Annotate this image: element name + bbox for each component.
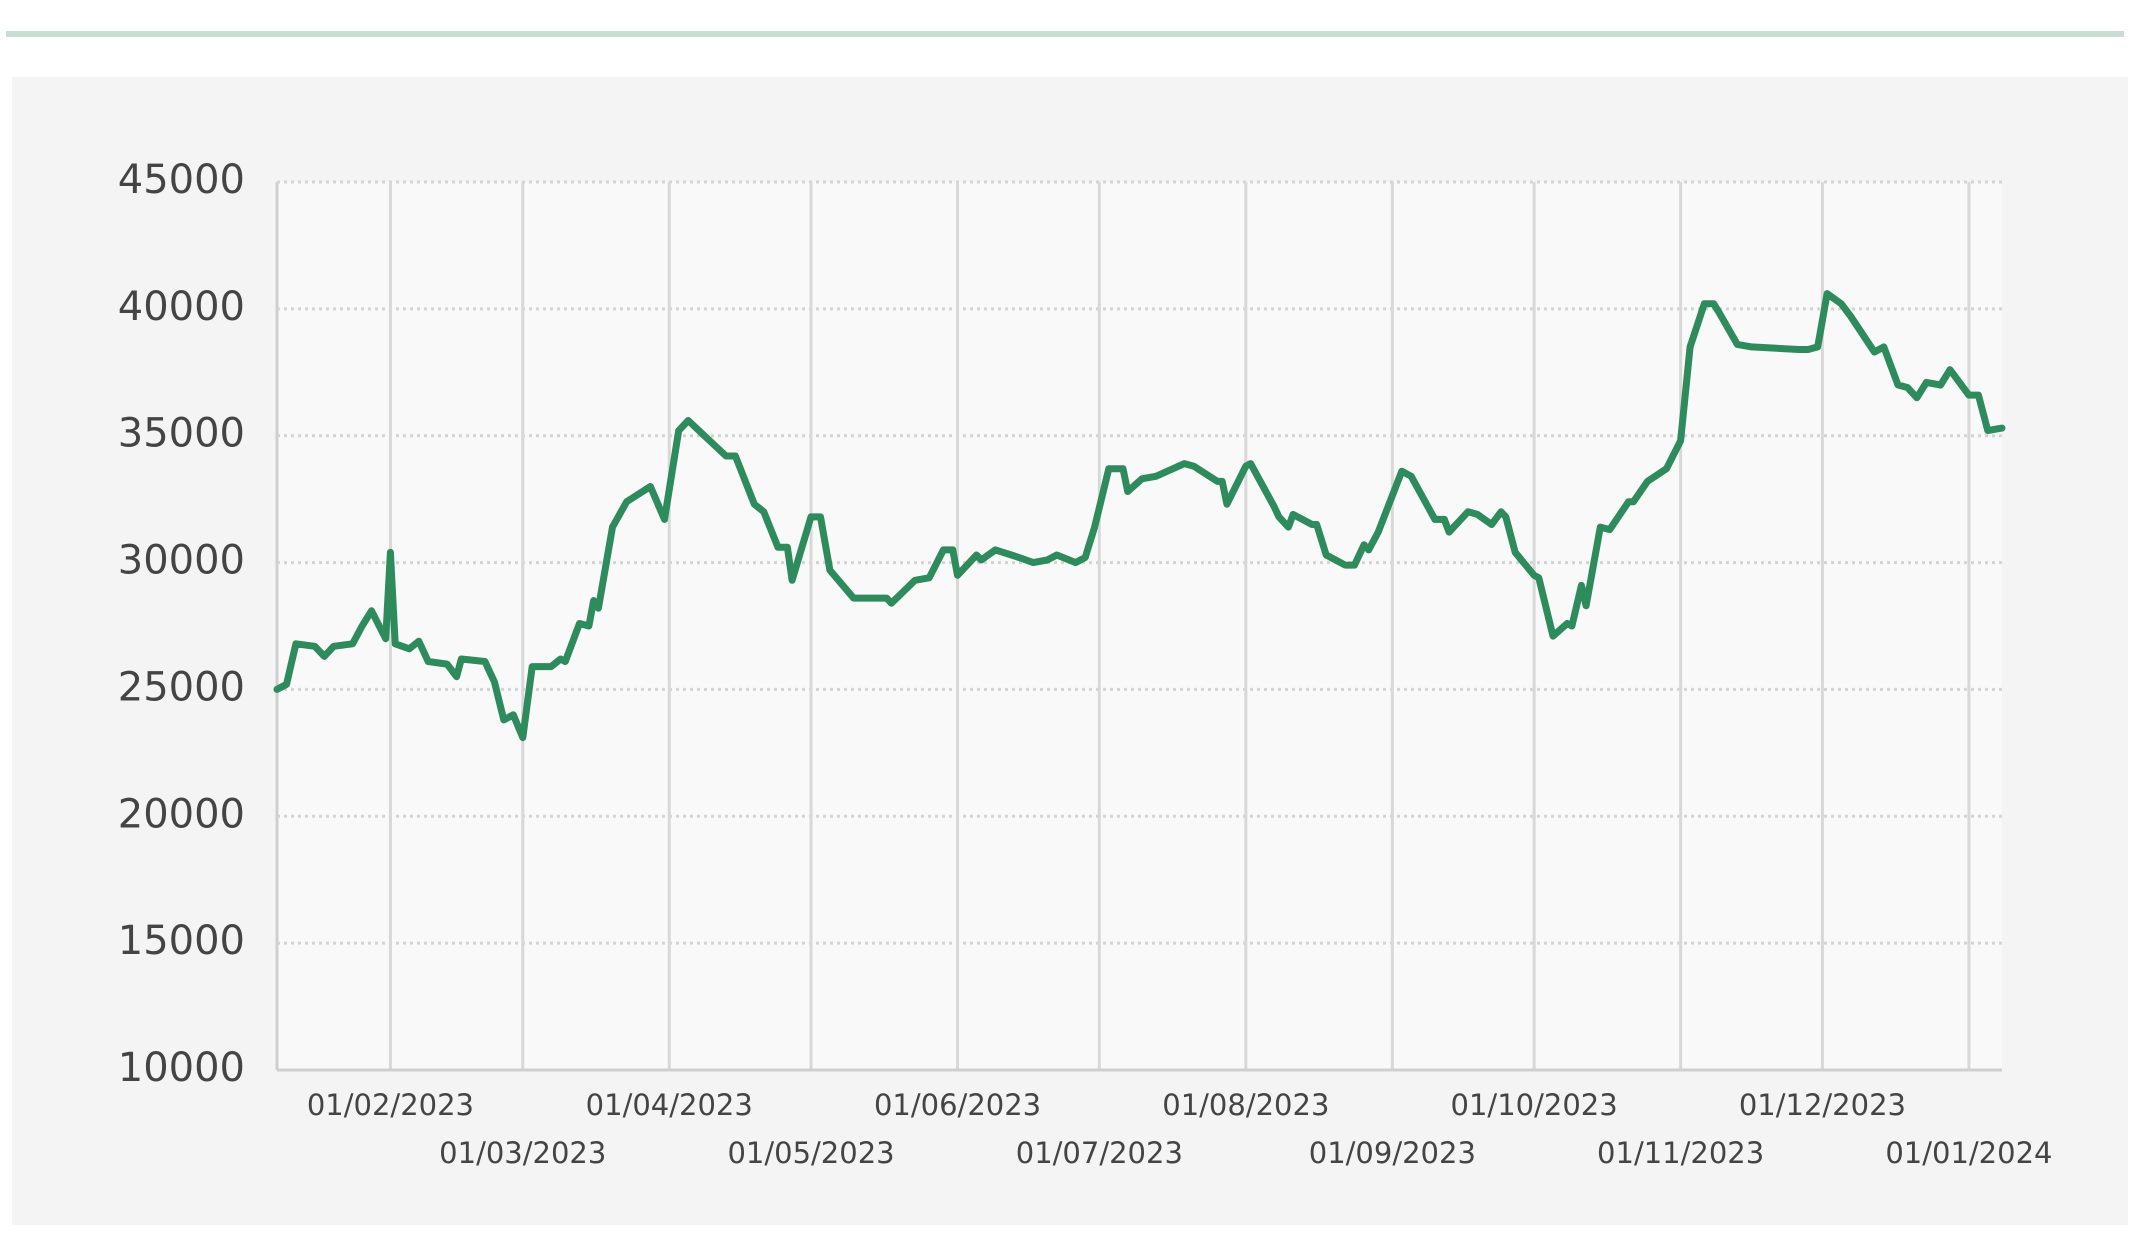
x-tick-label: 01/10/2023 <box>1451 1088 1618 1122</box>
x-tick-label: 01/09/2023 <box>1309 1136 1476 1170</box>
x-tick-label: 01/08/2023 <box>1162 1088 1329 1122</box>
x-tick-label: 01/07/2023 <box>1016 1136 1183 1170</box>
plot-area <box>277 182 2002 1070</box>
x-tick-label: 01/06/2023 <box>874 1088 1041 1122</box>
x-tick-label: 01/03/2023 <box>439 1136 606 1170</box>
y-tick-label: 20000 <box>118 791 245 837</box>
x-tick-label: 01/05/2023 <box>727 1136 894 1170</box>
x-tick-label: 01/04/2023 <box>586 1088 753 1122</box>
y-tick-label: 25000 <box>118 664 245 710</box>
x-tick-label: 01/02/2023 <box>307 1088 474 1122</box>
line <box>273 290 2006 742</box>
y-tick-label: 30000 <box>118 538 245 584</box>
x-tick-label: 01/11/2023 <box>1597 1136 1764 1170</box>
x-tick-label: 01/12/2023 <box>1739 1088 1906 1122</box>
top-bar <box>6 31 2124 37</box>
y-tick-label: 35000 <box>118 411 245 457</box>
y-tick-label: 10000 <box>118 1045 245 1091</box>
y-tick-label: 45000 <box>118 157 245 203</box>
y-tick-label: 40000 <box>118 284 245 330</box>
y-tick-label: 15000 <box>118 918 245 964</box>
x-tick-label: 01/01/2024 <box>1885 1136 2052 1170</box>
